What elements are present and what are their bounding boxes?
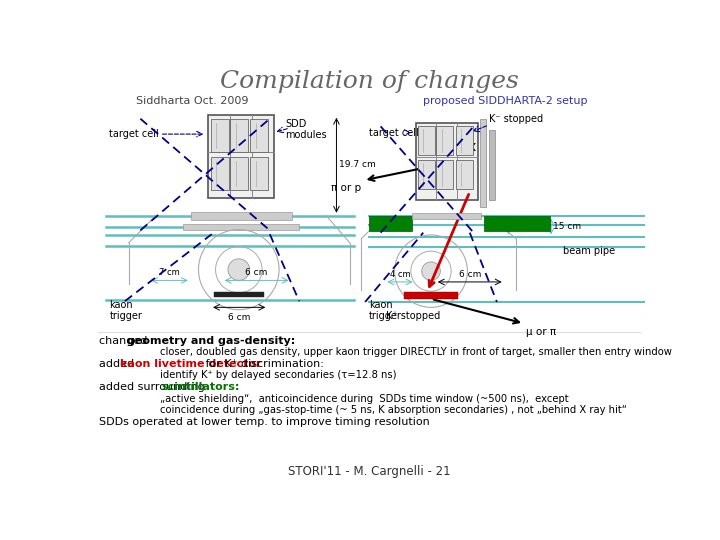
Text: π or p: π or p — [331, 183, 361, 193]
Text: Compilation of changes: Compilation of changes — [220, 70, 518, 93]
Bar — [214, 292, 264, 296]
Text: X: X — [467, 143, 475, 153]
Text: STORI'11 - M. Cargnelli - 21: STORI'11 - M. Cargnelli - 21 — [288, 465, 450, 478]
Bar — [418, 126, 435, 155]
Bar — [183, 224, 300, 231]
Text: proposed SIDDHARTA-2 setup: proposed SIDDHARTA-2 setup — [423, 96, 588, 106]
Text: changed: changed — [99, 336, 151, 346]
Bar — [251, 157, 269, 190]
Text: „active shielding“,  anticoincidence during  SDDs time window (~500 ns),  except: „active shielding“, anticoincidence duri… — [160, 394, 568, 403]
Bar — [484, 215, 549, 231]
Bar — [211, 119, 229, 152]
Bar — [489, 130, 495, 200]
Text: kaon
trigger: kaon trigger — [369, 300, 402, 321]
Text: 7 cm: 7 cm — [158, 267, 179, 276]
Text: 6 cm: 6 cm — [246, 267, 268, 276]
Bar — [230, 157, 248, 190]
Text: 4 cm: 4 cm — [390, 270, 410, 279]
Bar — [211, 157, 229, 190]
Text: geometry and gas-density:: geometry and gas-density: — [127, 336, 295, 346]
Bar — [369, 215, 412, 231]
Bar — [208, 115, 274, 198]
Bar — [412, 213, 482, 219]
Text: added surrounding: added surrounding — [99, 382, 209, 392]
Text: added: added — [99, 359, 138, 369]
Text: kaon livetime detector: kaon livetime detector — [120, 359, 261, 369]
Bar — [436, 126, 454, 155]
Text: target cell: target cell — [109, 129, 159, 139]
Text: for K⁺ discrimination:: for K⁺ discrimination: — [202, 359, 324, 369]
Text: 13 cm: 13 cm — [510, 222, 538, 231]
Bar — [436, 160, 454, 189]
Bar — [191, 212, 292, 220]
Text: SDDs operated at lower temp. to improve timing resolution: SDDs operated at lower temp. to improve … — [99, 417, 430, 427]
Text: 6 cm: 6 cm — [228, 313, 250, 322]
Circle shape — [228, 259, 250, 280]
Bar — [480, 119, 486, 207]
Text: K⁺ stopped: K⁺ stopped — [386, 311, 441, 321]
Text: 15 cm: 15 cm — [553, 222, 581, 231]
Text: K⁻ stopped: K⁻ stopped — [489, 114, 544, 124]
Text: target cell: target cell — [369, 127, 419, 138]
Circle shape — [422, 262, 441, 280]
Bar — [415, 123, 477, 200]
Text: Siddharta Oct. 2009: Siddharta Oct. 2009 — [137, 96, 249, 106]
Text: beam pipe: beam pipe — [563, 246, 615, 256]
Bar — [418, 160, 435, 189]
Text: coincidence during „gas-stop-time (~ 5 ns, K absorption secondaries) , not „behi: coincidence during „gas-stop-time (~ 5 n… — [160, 405, 626, 415]
Text: SDD
modules: SDD modules — [285, 119, 327, 140]
Bar — [456, 126, 473, 155]
Text: 6 cm: 6 cm — [459, 270, 481, 279]
Bar — [456, 160, 473, 189]
Bar — [404, 292, 458, 299]
Text: closer, doubled gas density, upper kaon trigger DIRECTLY in front of target, sma: closer, doubled gas density, upper kaon … — [160, 347, 672, 357]
Bar — [230, 119, 248, 152]
Bar — [251, 119, 269, 152]
Text: scintillators:: scintillators: — [162, 382, 240, 392]
Text: kaon
trigger: kaon trigger — [109, 300, 143, 321]
Text: 19.7 cm: 19.7 cm — [339, 160, 376, 170]
Text: μ or π: μ or π — [526, 327, 557, 336]
Text: identify K⁺ by delayed secondaries (τ=12.8 ns): identify K⁺ by delayed secondaries (τ=12… — [160, 370, 396, 381]
